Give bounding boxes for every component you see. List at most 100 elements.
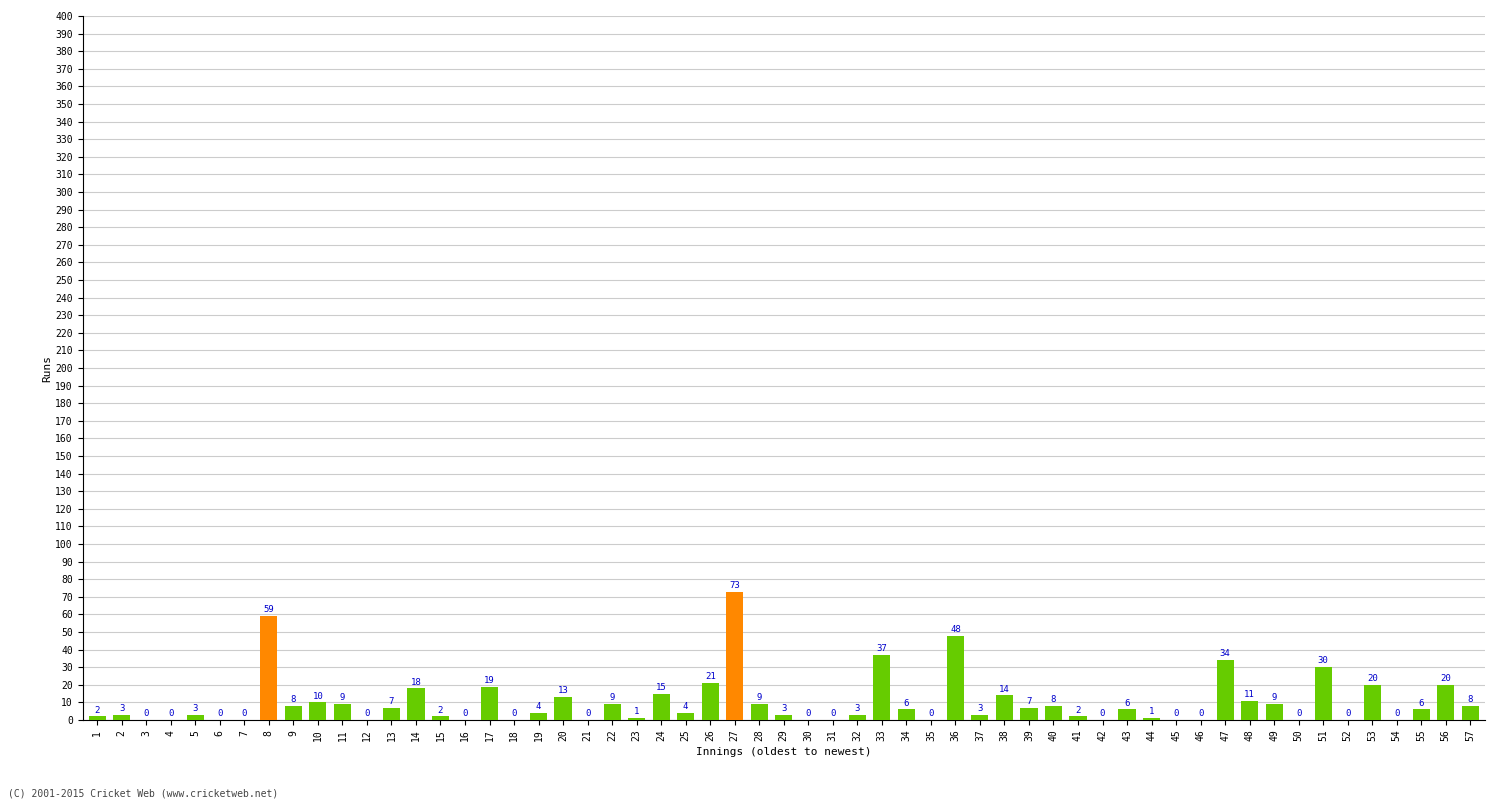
Text: 0: 0 [1394, 710, 1400, 718]
Bar [873, 655, 891, 720]
Bar [1240, 701, 1258, 720]
Bar [1216, 660, 1233, 720]
Bar [996, 695, 1012, 720]
Text: 19: 19 [484, 676, 495, 685]
Text: 30: 30 [1318, 657, 1329, 666]
Bar [555, 697, 572, 720]
Text: 0: 0 [585, 710, 591, 718]
Text: 7: 7 [1026, 697, 1032, 706]
Text: 0: 0 [242, 710, 248, 718]
Bar [408, 688, 424, 720]
Bar [972, 714, 988, 720]
Text: 6: 6 [903, 698, 909, 708]
Text: 0: 0 [806, 710, 812, 718]
Bar [628, 718, 645, 720]
Bar [1119, 710, 1136, 720]
Text: 14: 14 [999, 685, 1010, 694]
Text: 20: 20 [1440, 674, 1450, 683]
Text: 3: 3 [192, 704, 198, 713]
Bar [334, 704, 351, 720]
Text: 21: 21 [705, 672, 716, 682]
Text: 59: 59 [264, 606, 274, 614]
Bar [1020, 708, 1038, 720]
Text: 13: 13 [558, 686, 568, 695]
Text: 9: 9 [1272, 694, 1276, 702]
Bar [652, 694, 669, 720]
Bar [750, 704, 768, 720]
Text: 0: 0 [168, 710, 174, 718]
Text: 8: 8 [1052, 695, 1056, 704]
Bar [530, 713, 548, 720]
Text: 48: 48 [950, 625, 962, 634]
Text: 0: 0 [512, 710, 516, 718]
Bar [432, 717, 448, 720]
Bar [285, 706, 302, 720]
Bar [1070, 717, 1086, 720]
Text: 8: 8 [291, 695, 296, 704]
Bar [1437, 685, 1455, 720]
Text: 1: 1 [634, 707, 639, 717]
Bar [898, 710, 915, 720]
Text: 15: 15 [656, 683, 666, 692]
Text: 2: 2 [438, 706, 442, 714]
Bar [776, 714, 792, 720]
Text: 4: 4 [682, 702, 688, 711]
Bar [1364, 685, 1382, 720]
Text: 11: 11 [1244, 690, 1256, 699]
Bar [1046, 706, 1062, 720]
Bar [849, 714, 865, 720]
Bar [112, 714, 130, 720]
Text: 73: 73 [729, 581, 740, 590]
Text: 34: 34 [1220, 650, 1230, 658]
Text: 0: 0 [1198, 710, 1203, 718]
Text: 2: 2 [94, 706, 100, 714]
Bar [1266, 704, 1282, 720]
Text: 7: 7 [388, 697, 394, 706]
Text: 37: 37 [876, 644, 886, 653]
Text: 9: 9 [339, 694, 345, 702]
Text: 6: 6 [1419, 698, 1424, 708]
Text: 3: 3 [782, 704, 786, 713]
Text: 4: 4 [536, 702, 542, 711]
Text: 8: 8 [1467, 695, 1473, 704]
Text: 0: 0 [217, 710, 222, 718]
Text: 6: 6 [1125, 698, 1130, 708]
Text: 3: 3 [976, 704, 982, 713]
Bar [603, 704, 621, 720]
Text: 0: 0 [1173, 710, 1179, 718]
Bar [1314, 667, 1332, 720]
Text: 0: 0 [1296, 710, 1302, 718]
Text: 0: 0 [462, 710, 468, 718]
Bar [482, 686, 498, 720]
Text: 0: 0 [364, 710, 369, 718]
Text: 0: 0 [1100, 710, 1106, 718]
Text: 3: 3 [855, 704, 859, 713]
Text: 1: 1 [1149, 707, 1154, 717]
Y-axis label: Runs: Runs [42, 354, 52, 382]
Bar [261, 616, 278, 720]
Bar [1413, 710, 1430, 720]
Bar [726, 591, 744, 720]
Bar [1461, 706, 1479, 720]
Bar [1143, 718, 1160, 720]
Text: 18: 18 [411, 678, 422, 686]
Text: 0: 0 [144, 710, 148, 718]
Text: 9: 9 [756, 694, 762, 702]
Text: 0: 0 [830, 710, 836, 718]
Text: 3: 3 [118, 704, 124, 713]
Text: 2: 2 [1076, 706, 1080, 714]
Bar [88, 717, 106, 720]
Text: 0: 0 [1346, 710, 1350, 718]
Text: 0: 0 [928, 710, 933, 718]
Bar [382, 708, 400, 720]
Bar [946, 635, 964, 720]
Bar [702, 683, 718, 720]
Text: 9: 9 [609, 694, 615, 702]
Text: 10: 10 [312, 692, 324, 701]
Text: (C) 2001-2015 Cricket Web (www.cricketweb.net): (C) 2001-2015 Cricket Web (www.cricketwe… [8, 789, 278, 798]
Text: 20: 20 [1366, 674, 1377, 683]
Bar [186, 714, 204, 720]
Bar [309, 702, 327, 720]
X-axis label: Innings (oldest to newest): Innings (oldest to newest) [696, 747, 871, 757]
Bar [676, 713, 694, 720]
